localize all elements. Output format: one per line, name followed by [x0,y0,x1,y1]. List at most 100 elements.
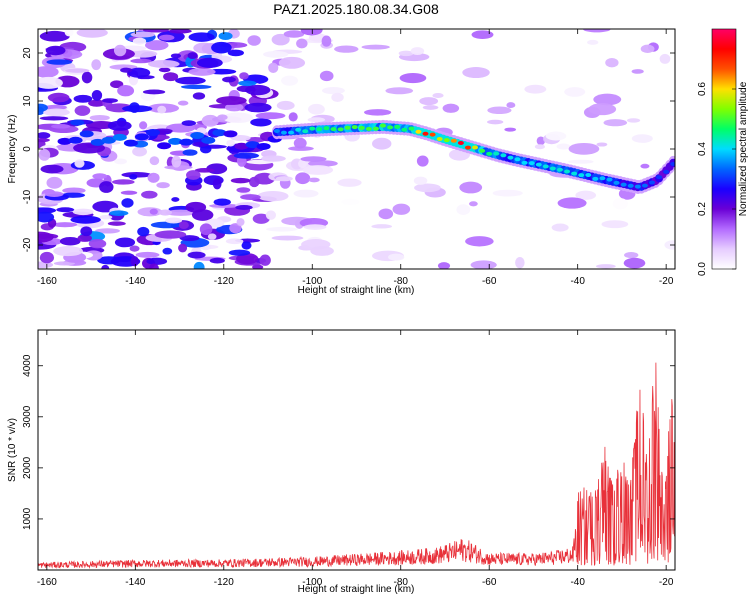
heatmap-cell [158,209,172,216]
heatmap-cell [70,119,85,126]
heatmap-cell [459,181,483,194]
heatmap-cell [165,217,183,224]
heatmap-cell [217,114,228,121]
heatmap-cell [469,201,478,207]
snr-frame [37,329,676,571]
heatmap-cell [127,67,151,78]
heatmap-cell [57,137,72,145]
heatmap-cell [188,32,215,42]
x-tick-label: -40 [570,577,585,588]
x-tick-label: -20 [659,276,674,287]
heatmap-cell [586,39,599,45]
heatmap-cell [364,109,392,116]
heatmap-cell [200,144,212,154]
heatmap-cell [588,103,617,116]
spectrogram-y-ticks: -20 -10 0 10 20 [22,47,675,252]
heatmap-cell [213,198,231,206]
heatmap-cell [179,235,200,242]
colorbar: 0.0 0.2 0.4 0.6 Normalized spectral amplitu… [697,28,749,276]
heatmap-cell [111,179,135,185]
x-tick-label: -80 [394,276,409,287]
heatmap-cell [227,49,244,57]
heatmap-cell [77,234,92,242]
heatmap-cell [73,94,93,103]
x-tick-label: -60 [482,276,497,287]
ridge-core [415,129,422,134]
x-tick-label: -100 [302,276,322,287]
heatmap-cell [361,44,390,50]
heatmap-cell [319,70,334,82]
y-tick-label: 2000 [22,456,33,479]
heatmap-cell [51,124,71,129]
heatmap-cell [175,76,206,85]
heatmap-cell [222,76,236,83]
heatmap-cell [624,252,639,259]
heatmap-cell [605,58,619,68]
heatmap-cell [240,194,261,200]
heatmap-cell [288,146,314,151]
heatmap-cell [372,137,392,150]
ridge-core [323,126,330,131]
heatmap-cell [233,152,260,159]
heatmap-cell [209,257,225,264]
y-tick-label: 0 [22,146,33,152]
heatmap-cell [564,87,586,97]
heatmap-cell [146,257,168,265]
heatmap-cell [121,198,134,208]
heatmap-cell [259,254,271,266]
heatmap-cell [228,249,251,256]
heatmap-cell [303,224,327,230]
heatmap-cell [130,256,139,267]
heatmap-cell [101,264,110,269]
heatmap-cell [120,190,138,195]
heatmap-cell [129,245,140,252]
heatmap-cell [38,149,51,161]
heatmap-cell [157,142,172,150]
heatmap-cell [302,165,334,175]
heatmap-cell [419,97,439,106]
heatmap-cell [59,237,81,246]
heatmap-cell [38,231,54,243]
heatmap-cell [623,257,646,269]
heatmap-cell [207,233,217,240]
snr-y-label: SNR (10 * v/v) [7,418,18,482]
heatmap-cell [117,85,135,97]
heatmap-cell [321,35,332,47]
heatmap-cell [659,53,671,64]
heatmap-cell [293,137,307,149]
heatmap-cell [640,44,655,54]
heatmap-cell [276,100,295,111]
x-tick-label: -80 [394,577,409,588]
heatmap-cell [43,108,70,117]
heatmap-cell [72,208,94,216]
heatmap-cell [283,30,305,38]
heatmap-cell [250,118,272,127]
ridge-core [372,126,379,131]
heatmap-cell [224,103,244,112]
heatmap-cell [38,261,54,269]
colorbar-tick-label: 0.0 [697,262,708,276]
heatmap-cell [239,72,249,80]
heatmap-cell [603,119,628,127]
ridge-core [273,129,280,134]
heatmap-cell [506,102,516,109]
ridge-core [457,140,464,145]
heatmap-cell [462,67,490,79]
x-tick-label: -140 [125,577,145,588]
heatmap-cell [130,31,156,38]
heatmap-cell [432,92,444,99]
heatmap-cell [148,59,180,68]
ridge-core [648,180,655,185]
ridge-core [337,127,344,132]
heatmap-cell [177,100,189,106]
heatmap-cell [185,201,207,213]
heatmap-cell [230,135,251,141]
heatmap-cell [230,177,251,184]
heatmap-cell [229,223,242,234]
heatmap-cell [65,68,90,73]
heatmap-cell [187,52,198,60]
heatmap-cell [322,86,345,95]
ridge-core [585,172,592,177]
heatmap-cell [266,226,298,232]
ridge-core [280,130,287,135]
